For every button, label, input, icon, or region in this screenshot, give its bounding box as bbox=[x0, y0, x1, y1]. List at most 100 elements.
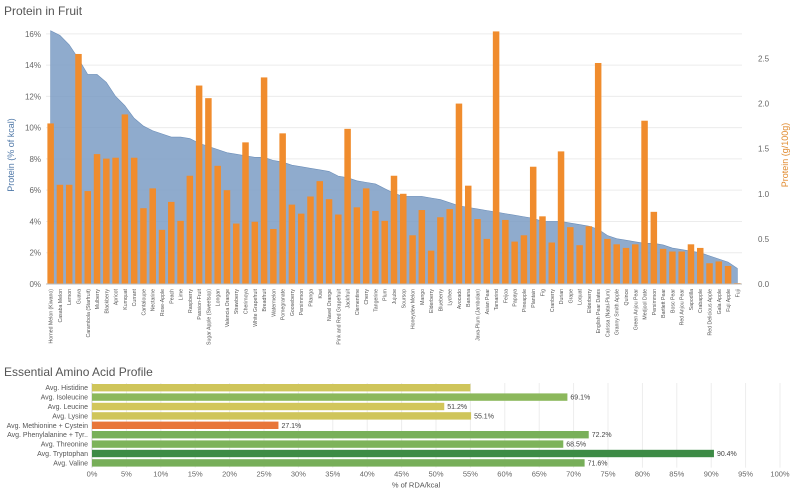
category-label: Mulberry bbox=[95, 289, 101, 310]
category-label: Mango bbox=[420, 289, 426, 305]
protein-grams-bar bbox=[696, 247, 704, 284]
amino-bar bbox=[92, 384, 471, 392]
protein-grams-bar bbox=[604, 238, 611, 284]
category-label: Persimmon bbox=[652, 289, 658, 315]
category-label: English Pear Dates bbox=[596, 289, 602, 334]
category-label: Persimmon bbox=[299, 289, 305, 315]
category-label: Quince bbox=[624, 289, 630, 306]
category-label: Gala Apple bbox=[717, 289, 723, 314]
protein-grams-bar bbox=[195, 85, 203, 285]
amino-category-label: Avg. Isoleucine bbox=[41, 395, 88, 402]
y-tick-label: 16% bbox=[25, 30, 41, 39]
protein-grams-bar bbox=[112, 157, 119, 284]
amino-bar bbox=[92, 402, 445, 411]
category-label: Valencia Orange bbox=[225, 289, 231, 327]
protein-grams-bar bbox=[474, 219, 481, 284]
category-label: Guava bbox=[76, 289, 82, 304]
y-tick-label: 4% bbox=[29, 217, 41, 226]
category-label: Jujube bbox=[392, 289, 398, 304]
protein-grams-bar bbox=[103, 158, 110, 284]
category-label: Green Anjou Pear bbox=[633, 289, 639, 331]
category-label: Rose-Apple bbox=[160, 289, 166, 316]
amino-category-label: Avg. Leucine bbox=[48, 404, 88, 411]
protein-grams-bar bbox=[121, 114, 129, 284]
protein-grams-bar bbox=[446, 209, 453, 284]
y2-tick-label: 0.5 bbox=[758, 235, 770, 244]
amino-category-label: Avg. Phenylalanine + Tyr.. bbox=[7, 432, 88, 439]
protein-grams-bar bbox=[214, 165, 221, 284]
protein-grams-bar bbox=[390, 175, 398, 284]
protein-grams-bar bbox=[372, 210, 379, 284]
amino-bar bbox=[92, 393, 568, 401]
category-label: Peach bbox=[169, 289, 175, 304]
category-label: Navel Orange bbox=[327, 289, 333, 321]
category-label: Cantaloupe bbox=[141, 289, 147, 316]
protein-grams-bar bbox=[205, 98, 212, 284]
category-label: Red Delicious Apple bbox=[708, 289, 714, 336]
category-label: Carissa (Natal-Plum) bbox=[605, 289, 611, 337]
x-tick-label: 75% bbox=[600, 470, 615, 479]
protein-grams-bar bbox=[632, 244, 639, 284]
category-label: Raspberry bbox=[188, 289, 194, 313]
x-tick-label: 65% bbox=[532, 470, 547, 479]
protein-grams-bar bbox=[47, 123, 54, 284]
protein-grams-bar bbox=[344, 128, 351, 284]
category-label: Pink and Red Grapefruit bbox=[336, 288, 342, 344]
protein-grams-bar bbox=[316, 181, 324, 284]
category-label: Banana bbox=[466, 289, 472, 307]
protein-grams-bar bbox=[576, 245, 583, 284]
category-label: Tamarind bbox=[494, 289, 500, 310]
category-label: Cranberry bbox=[550, 289, 556, 312]
protein-grams-bar bbox=[140, 208, 147, 284]
protein-grams-bar bbox=[270, 228, 277, 284]
category-label: Gooseberry bbox=[290, 289, 296, 317]
protein-grams-bar bbox=[594, 62, 602, 284]
protein-grams-bar bbox=[177, 220, 184, 284]
x-tick-label: 80% bbox=[635, 470, 650, 479]
x-tick-label: 20% bbox=[222, 470, 237, 479]
category-label: Honeydew Melon bbox=[411, 289, 417, 329]
category-label: Kumquat bbox=[123, 288, 129, 309]
category-label: Longan bbox=[216, 289, 222, 306]
protein-grams-bar bbox=[75, 53, 82, 285]
category-label: Asian Pear bbox=[485, 289, 491, 315]
protein-grams-bar bbox=[520, 235, 528, 284]
protein-grams-bar bbox=[483, 238, 491, 284]
y-axis-title: Protein (% of kcal) bbox=[6, 118, 16, 192]
category-label: Tangerine bbox=[373, 289, 379, 312]
category-label: Medjool Date bbox=[643, 289, 649, 320]
protein-grams-bar bbox=[325, 199, 333, 284]
category-label: Passion-Fruit bbox=[197, 288, 203, 319]
protein-grams-bar bbox=[335, 214, 342, 284]
category-label: Breadfruit bbox=[262, 288, 268, 311]
category-label: White Grapefruit bbox=[253, 288, 259, 326]
x-tick-label: 70% bbox=[566, 470, 581, 479]
category-label: Soursop bbox=[401, 289, 407, 308]
amino-data-label: 51.2% bbox=[447, 404, 467, 411]
y-tick-label: 12% bbox=[25, 92, 41, 101]
protein-grams-bar bbox=[362, 188, 370, 284]
protein-grams-bar bbox=[168, 201, 175, 284]
protein-chart-title: Protein in Fruit bbox=[4, 4, 83, 18]
amino-data-label: 72.2% bbox=[592, 432, 612, 439]
x-tick-label: 60% bbox=[497, 470, 512, 479]
x-tick-label: 90% bbox=[704, 470, 719, 479]
protein-grams-bar bbox=[724, 265, 732, 284]
x-tick-label: 95% bbox=[738, 470, 753, 479]
x-tick-label: 30% bbox=[291, 470, 306, 479]
amino-bar bbox=[92, 449, 714, 458]
category-label: Bartlett Pear bbox=[661, 289, 667, 318]
category-label: Bosc Pear bbox=[670, 289, 676, 313]
category-label: Pomegranate bbox=[281, 289, 287, 320]
category-label: Durian bbox=[559, 289, 565, 304]
category-label: Fig bbox=[540, 289, 546, 296]
protein-grams-bar bbox=[529, 166, 537, 284]
x-tick-label: 40% bbox=[360, 470, 375, 479]
protein-grams-bar bbox=[260, 77, 268, 284]
protein-grams-bar bbox=[427, 250, 435, 284]
amino-bar bbox=[92, 459, 585, 467]
x-tick-label: 0% bbox=[87, 470, 98, 479]
category-label: Feijoa bbox=[503, 289, 509, 303]
amino-bar bbox=[92, 431, 589, 439]
